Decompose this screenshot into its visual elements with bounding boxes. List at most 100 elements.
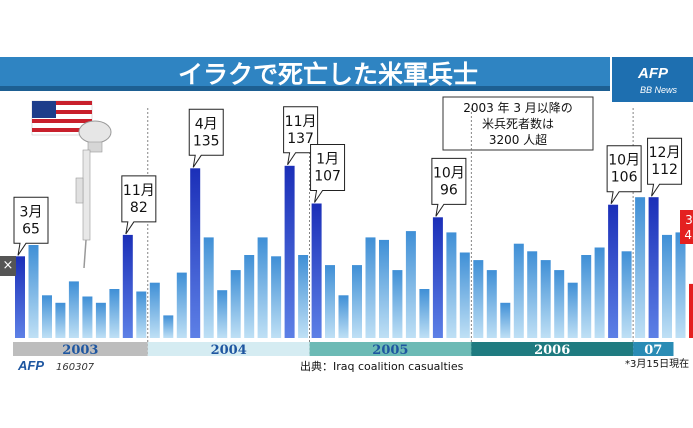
bar xyxy=(15,256,25,338)
close-button[interactable]: × xyxy=(0,256,16,276)
bar xyxy=(500,302,511,338)
bar xyxy=(540,260,551,338)
bar xyxy=(473,260,484,338)
bar xyxy=(244,255,255,338)
footnote: *3月15日現在 xyxy=(625,358,689,370)
callout-bubble xyxy=(188,108,224,168)
callout-month: 1月 xyxy=(316,151,339,167)
bar xyxy=(163,315,174,338)
callout-value: 135 xyxy=(193,133,220,149)
bar xyxy=(486,270,497,338)
callout-bubble xyxy=(647,137,683,197)
callout-value: 96 xyxy=(440,182,458,198)
bar xyxy=(284,165,295,338)
bar xyxy=(419,289,430,338)
bar xyxy=(82,296,93,338)
bar xyxy=(675,232,686,338)
bar xyxy=(379,239,389,338)
callout-value: 107 xyxy=(314,168,341,184)
callout-bubble xyxy=(606,145,642,205)
bar xyxy=(432,217,443,338)
bar xyxy=(122,234,133,338)
callout-value: 43* xyxy=(684,228,693,242)
callout-value: 112 xyxy=(651,162,678,178)
bar xyxy=(257,237,268,338)
bar xyxy=(28,245,39,338)
bar xyxy=(405,231,416,338)
callout-month: 11月 xyxy=(285,114,317,130)
bar xyxy=(190,168,201,338)
callout-value: 82 xyxy=(130,200,148,216)
year-band xyxy=(13,342,148,356)
title-bar xyxy=(0,57,610,91)
bar xyxy=(689,283,693,338)
title-bar-shade xyxy=(0,86,610,91)
bar xyxy=(365,237,376,338)
callout-month: 12月 xyxy=(649,145,681,161)
callout-month: 10月 xyxy=(608,153,640,169)
callout-value: 65 xyxy=(22,221,40,237)
bar xyxy=(176,272,187,338)
bar xyxy=(567,282,578,338)
bar xyxy=(446,232,457,338)
bar xyxy=(95,302,106,338)
callout-value: 106 xyxy=(611,170,638,186)
bars xyxy=(15,165,693,338)
bar xyxy=(608,204,619,338)
bar xyxy=(513,243,524,338)
callout-month: 3月 xyxy=(20,204,43,220)
footer-afp-logo: AFP xyxy=(17,358,44,373)
bar xyxy=(554,270,565,338)
year-band xyxy=(309,342,472,356)
bar xyxy=(109,289,120,338)
callout-bubble xyxy=(431,157,467,217)
year-band xyxy=(471,342,634,356)
bar xyxy=(217,290,228,338)
annotation-line-3: 3200 人超 xyxy=(489,132,547,147)
year-band xyxy=(633,342,674,356)
afp-logo-text: AFP xyxy=(637,65,669,82)
callout-bubble xyxy=(310,143,346,203)
bar xyxy=(662,234,672,338)
callout-value: 137 xyxy=(287,131,314,147)
source-note: 出典：Iraq coalition casualties xyxy=(300,359,464,373)
year-label: 2004 xyxy=(211,343,247,358)
callout-month: 11月 xyxy=(123,183,155,199)
bar xyxy=(149,282,160,338)
callout-month: 3月 xyxy=(685,213,693,227)
bar xyxy=(55,302,66,338)
bar xyxy=(136,291,147,338)
callout-month: 10月 xyxy=(433,165,465,181)
bar xyxy=(203,237,214,338)
year-label: 07 xyxy=(644,343,662,358)
bar xyxy=(581,255,592,338)
footer-code: 160307 xyxy=(56,362,95,373)
bar xyxy=(42,295,52,338)
callout-bubble xyxy=(13,196,49,256)
chart-title: イラクで死亡した米軍兵士 xyxy=(178,60,478,89)
callout-bubble xyxy=(680,209,693,244)
bar xyxy=(648,197,659,338)
bar xyxy=(325,265,335,338)
annotation-line-1: 2003 年 3 月以降の xyxy=(463,101,573,115)
annotation-line-2: 米兵死者数は xyxy=(482,116,554,131)
callout-month: 4月 xyxy=(195,116,218,132)
bar xyxy=(621,251,632,338)
year-label: 2005 xyxy=(372,343,408,358)
bar xyxy=(459,252,470,338)
memorial-flag-illustration xyxy=(31,100,112,269)
bar xyxy=(311,203,322,338)
afp-bbnews-logo xyxy=(612,57,693,102)
bbnews-logo-text: BB News xyxy=(640,85,678,95)
bar xyxy=(68,281,79,338)
year-label: 2003 xyxy=(62,343,98,358)
bar xyxy=(230,270,241,338)
